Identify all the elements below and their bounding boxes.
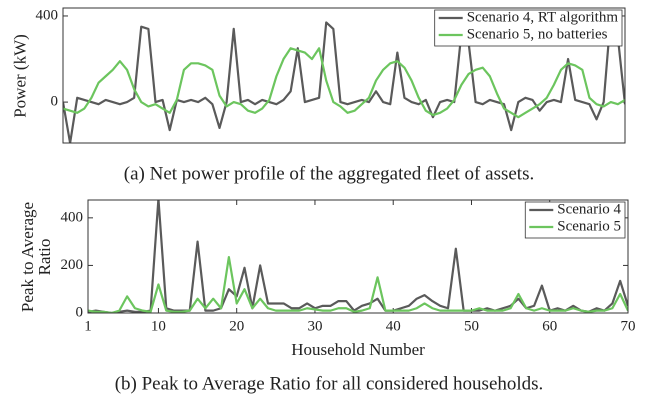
series-line: [88, 255, 628, 313]
legend-label: Scenario 5, no batteries: [467, 26, 608, 42]
axes-frame: [62, 7, 626, 144]
caption: (b) Peak to Average Ratio for all consid…: [115, 373, 544, 394]
legend-box: [524, 201, 626, 239]
x-tick-label: 20: [229, 318, 244, 334]
y-tick-label: 400: [36, 7, 59, 23]
legend-box: [434, 9, 623, 47]
y-axis-label: Power (kW): [10, 33, 30, 118]
series-group: [63, 14, 625, 143]
x-tick-label: 30: [307, 318, 322, 334]
x-tick-label: 70: [621, 318, 636, 334]
series-line: [63, 14, 625, 143]
y-tick-label: 0: [76, 304, 84, 320]
x-tick-label: 1: [84, 318, 92, 334]
x-axis-label: Household Number: [291, 340, 425, 359]
y-tick-label: 200: [61, 257, 84, 273]
x-tick-label: 50: [464, 318, 479, 334]
caption: (a) Net power profile of the aggregated …: [124, 163, 534, 184]
x-tick-label: 40: [386, 318, 401, 334]
legend-label: Scenario 4, RT algorithm: [467, 9, 619, 25]
x-tick-label: 60: [542, 318, 557, 334]
y-axis-label: Peak to Average Ratio: [18, 201, 54, 312]
legend-label: Scenario 4: [557, 201, 621, 217]
x-tick-label: 10: [151, 318, 166, 334]
y-tick-label: 0: [51, 94, 59, 110]
series-line: [63, 47, 625, 119]
series-group: [88, 200, 628, 313]
y-tick-label: 400: [61, 209, 84, 225]
legend-label: Scenario 5: [557, 218, 621, 234]
series-line: [88, 200, 628, 313]
axes-frame: [87, 199, 629, 314]
